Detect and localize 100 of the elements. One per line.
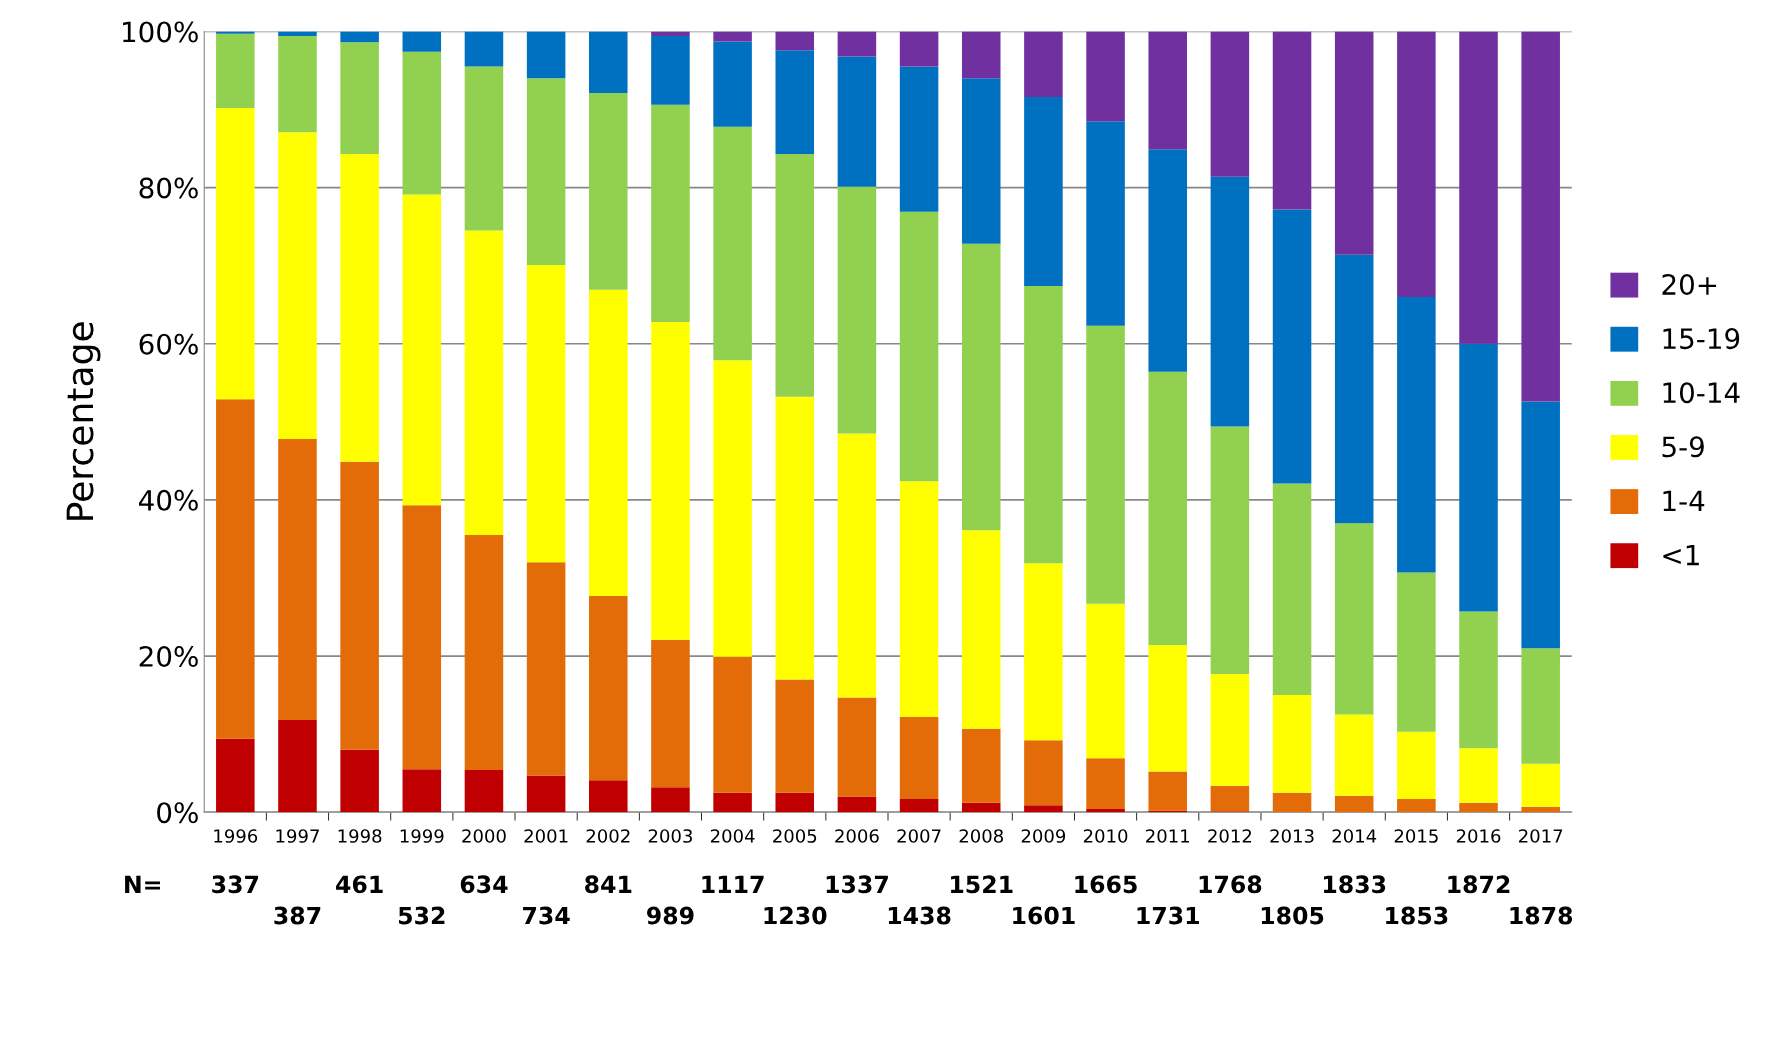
bar xyxy=(1459,343,1498,612)
bar xyxy=(1459,611,1498,749)
x-tick-label: 2008 xyxy=(959,829,1003,843)
bar xyxy=(1148,31,1187,150)
bar xyxy=(402,31,442,52)
bar xyxy=(1086,325,1125,604)
bar xyxy=(713,126,752,361)
bar xyxy=(464,230,504,536)
bar xyxy=(1521,648,1560,764)
bar xyxy=(1272,31,1312,210)
bar xyxy=(1334,795,1374,813)
bar xyxy=(340,749,379,813)
text: 989 xyxy=(647,906,694,925)
bar xyxy=(713,41,752,127)
y-tick-label: 80% xyxy=(139,177,198,199)
bar xyxy=(1210,31,1250,177)
bar xyxy=(464,535,504,771)
bar xyxy=(589,595,628,781)
bar xyxy=(278,720,317,813)
bar xyxy=(216,738,255,813)
x-tick-label: 2003 xyxy=(648,829,692,843)
bar xyxy=(713,792,752,813)
y-tick-label: 40% xyxy=(139,489,198,511)
x-tick-label: 1997 xyxy=(276,829,319,843)
bar xyxy=(899,31,939,67)
bar xyxy=(651,787,690,813)
bar xyxy=(775,792,815,813)
bar xyxy=(1397,296,1436,573)
bar xyxy=(402,51,442,195)
text: 1601 xyxy=(1013,906,1075,925)
bar xyxy=(713,31,752,42)
bar xyxy=(1334,523,1374,715)
bar xyxy=(1086,603,1125,759)
bar xyxy=(837,31,877,57)
bar xyxy=(1024,563,1063,741)
text: 337 xyxy=(212,875,259,894)
x-tick-label: 2010 xyxy=(1083,829,1128,843)
bar xyxy=(589,31,628,94)
bar xyxy=(713,656,752,793)
bar xyxy=(526,775,566,813)
text: N= xyxy=(125,875,160,893)
legend-label: 10-14 xyxy=(1663,382,1740,404)
bar xyxy=(1397,31,1436,297)
bar xyxy=(837,433,877,698)
bar xyxy=(651,104,690,322)
bar xyxy=(961,78,1001,244)
bar xyxy=(961,802,1001,813)
bar xyxy=(340,461,379,750)
bar xyxy=(837,796,877,813)
bar xyxy=(1459,802,1498,813)
text: 1438 xyxy=(888,906,951,925)
bar xyxy=(713,360,752,657)
text: 1337 xyxy=(826,875,888,894)
x-tick-label: 1999 xyxy=(400,829,444,843)
bar xyxy=(899,716,939,799)
x-tick-label: 2011 xyxy=(1146,829,1190,843)
bar xyxy=(1272,695,1312,793)
text: 1117 xyxy=(702,875,764,893)
bar xyxy=(961,243,1001,531)
x-tick-label: 2001 xyxy=(524,829,568,843)
x-tick-label: 2016 xyxy=(1456,829,1501,843)
text: 461 xyxy=(336,875,383,894)
bar xyxy=(1024,31,1063,98)
y-tick-label: 100% xyxy=(123,21,198,43)
text: 1872 xyxy=(1448,875,1510,894)
x-tick-label: 2000 xyxy=(462,829,506,843)
bar xyxy=(837,697,877,797)
bar xyxy=(651,36,690,105)
bar xyxy=(278,132,317,439)
bar xyxy=(651,321,690,640)
bar xyxy=(1210,674,1250,786)
bar xyxy=(464,770,504,813)
bar xyxy=(899,66,939,212)
bar xyxy=(961,530,1001,729)
bar xyxy=(1272,483,1312,696)
bar xyxy=(837,186,877,434)
y-tick-label: 20% xyxy=(139,645,198,667)
bar xyxy=(589,289,628,596)
text: 1521 xyxy=(951,875,1013,894)
bar xyxy=(1521,31,1560,402)
text: 634 xyxy=(460,875,508,894)
bar xyxy=(1334,714,1374,796)
bar xyxy=(1397,731,1436,799)
bar xyxy=(1521,401,1560,649)
bar xyxy=(1024,285,1063,564)
legend-label: 15-19 xyxy=(1663,328,1740,350)
bar xyxy=(1272,792,1312,813)
bar xyxy=(1086,31,1125,122)
y-tick-label: 0% xyxy=(157,802,198,824)
bar xyxy=(589,780,628,813)
x-tick-label: 2005 xyxy=(773,829,817,843)
bar xyxy=(1086,121,1125,326)
bar xyxy=(1397,572,1436,732)
bar xyxy=(775,396,815,680)
text: 1665 xyxy=(1075,875,1137,894)
bar xyxy=(402,194,442,506)
bar xyxy=(216,33,255,108)
x-tick-label: 2012 xyxy=(1208,829,1252,843)
bar xyxy=(216,107,255,400)
bar xyxy=(961,31,1001,79)
